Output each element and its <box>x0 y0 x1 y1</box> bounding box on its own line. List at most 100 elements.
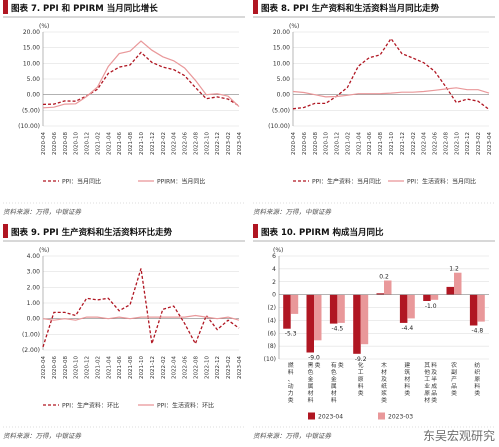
chart-panel-ppirm-components: 图表 10. PPIRM 构成当月同比 资料来源：万得，中银证券 (%) 6 4 2 0 (2… <box>253 224 497 444</box>
x-tick-label: 2020-04 <box>291 132 297 155</box>
chart-panel-production-living-yoy: 图表 8. PPI 生产资料和生活资料当月同比走势资料来源：万得，中银证券 (%)… <box>253 0 497 220</box>
title-marker <box>253 224 258 238</box>
data-label: -4.4 <box>401 325 413 332</box>
x-tick-label: 2021-02 <box>345 132 351 155</box>
y-tick-label: 1.00 <box>27 300 41 307</box>
bar-2023-03 <box>384 280 392 295</box>
chart-title: 图表 8. PPI 生产资料和生活资料当月同比走势 <box>261 3 440 14</box>
x-tick-label: 2020-10 <box>74 132 80 155</box>
x-category-label: 有色金属材料类 <box>331 361 344 404</box>
x-tick-label: 2021-12 <box>400 132 406 155</box>
y-tick-label: 4 <box>272 266 276 273</box>
source-note: 资料来源：万得，中银证券 <box>3 208 82 216</box>
bar-2023-04 <box>446 286 454 295</box>
x-tick-label: 2023-02 <box>226 132 232 155</box>
x-tick-label: 2022-02 <box>411 132 417 155</box>
y-tick-label: 20.00 <box>23 29 40 36</box>
legend-label: PPIRM：当月同比 <box>157 178 205 186</box>
y-tick-label: 15.00 <box>273 45 290 52</box>
x-tick-label: 2022-04 <box>422 132 428 155</box>
watermark-text: 东吴宏观研究 <box>422 429 495 443</box>
x-tick-label: 2022-12 <box>215 132 221 155</box>
x-tick-label: 2021-10 <box>139 132 145 155</box>
y-tick-label: 2.00 <box>27 284 41 291</box>
x-tick-label: 2020-08 <box>313 132 319 155</box>
x-tick-label: 2022-12 <box>215 356 221 379</box>
x-tick-label: 2021-12 <box>150 356 156 379</box>
y-tick-label: (1.00) <box>22 331 40 338</box>
y-tick-label: 20.00 <box>273 29 290 36</box>
y-tick-label: 4.00 <box>27 253 41 260</box>
x-tick-label: 2021-04 <box>356 132 362 155</box>
x-tick-label: 2023-04 <box>237 132 243 155</box>
y-tick-label: 5.00 <box>27 76 41 83</box>
series-line-1 <box>42 51 240 107</box>
x-tick-label: 2022-04 <box>172 356 178 379</box>
y-tick-label: 5.00 <box>277 76 291 83</box>
source-note: 资料来源：万得，中银证券 <box>253 208 332 216</box>
x-tick-label: 2020-06 <box>302 132 308 155</box>
x-category-label: 其他工业原材料及半成品类 <box>424 361 437 404</box>
x-tick-label: 2020-06 <box>52 132 58 155</box>
bar-2023-03 <box>314 294 322 341</box>
x-tick-label: 2021-02 <box>95 132 101 155</box>
bar-2023-04 <box>376 293 384 295</box>
bar-2023-04 <box>399 294 408 323</box>
y-tick-label: 0.00 <box>27 316 41 323</box>
legend-label: PPI：生产资料：环比 <box>62 402 119 410</box>
chart-svg: 图表 7. PPI 和 PPIRM 当月同比增长资料来源：万得，中银证券(%)2… <box>3 0 245 216</box>
x-category-label: 黑色金属材料类 <box>308 361 321 404</box>
y-tick-label: 10.00 <box>23 60 40 67</box>
y-tick-label: 6 <box>272 253 276 260</box>
x-tick-label: 2022-06 <box>433 132 439 155</box>
data-label: 0.2 <box>379 274 389 281</box>
x-category-label: 建筑材料类 <box>404 361 410 397</box>
y-tick-label: (6) <box>268 330 277 337</box>
unit-label: (%) <box>289 23 299 30</box>
y-tick-label: 0.00 <box>277 92 291 99</box>
x-tick-label: 2021-10 <box>389 132 395 155</box>
unit-label: (%) <box>39 23 49 30</box>
bar-2023-03 <box>477 294 485 322</box>
x-tick-label: 2020-12 <box>335 132 341 155</box>
x-category-label: 纺织原料类 <box>474 361 480 397</box>
legend-swatch <box>308 412 315 420</box>
x-tick-label: 2021-04 <box>106 356 112 379</box>
x-tick-label: 2020-06 <box>52 356 58 379</box>
source-note: 资料来源：万得，中银证券 <box>253 432 332 440</box>
unit-label: (%) <box>273 247 283 254</box>
x-tick-label: 2020-12 <box>85 356 91 379</box>
x-tick-label: 2020-12 <box>85 132 91 155</box>
x-tick-label: 2021-08 <box>378 132 384 155</box>
data-label: -9.0 <box>308 355 320 362</box>
legend-label: 2023-03 <box>388 414 413 421</box>
y-tick-label: 0.00 <box>27 92 41 99</box>
y-tick-label: (5.00) <box>272 107 290 114</box>
series-line-2 <box>42 314 240 321</box>
bar-2023-04 <box>469 294 478 326</box>
bar-2023-03 <box>430 294 439 300</box>
x-tick-label: 2021-10 <box>139 356 145 379</box>
x-tick-label: 2021-06 <box>367 132 373 155</box>
x-tick-label: 2023-04 <box>487 132 493 155</box>
y-tick-label: 2 <box>272 279 276 286</box>
legend-swatch <box>378 412 385 420</box>
title-marker <box>3 224 8 238</box>
x-tick-label: 2022-02 <box>161 356 167 379</box>
y-tick-label: 0 <box>272 292 276 299</box>
bar-2023-04 <box>423 294 431 301</box>
data-label: 1.2 <box>449 266 459 273</box>
x-tick-label: 2021-06 <box>117 356 123 379</box>
x-tick-label: 2020-04 <box>41 132 47 155</box>
bar-2023-03 <box>454 272 462 295</box>
y-tick-label: (4) <box>268 317 277 324</box>
x-category-label: 化工原料类 <box>358 361 364 397</box>
y-tick-label: (2.00) <box>22 347 40 354</box>
bar-2023-04 <box>283 294 291 329</box>
y-tick-label: (8) <box>268 343 277 350</box>
x-tick-label: 2022-06 <box>183 356 189 379</box>
chart-panel-production-living-mom: 图表 9. PPI 生产资料和生活资料环比走势 资料来源：万得，中银证券 (%) 4.… <box>3 224 247 444</box>
legend-label: PPI：生活资料：环比 <box>157 402 214 410</box>
x-tick-label: 2020-10 <box>74 356 80 379</box>
